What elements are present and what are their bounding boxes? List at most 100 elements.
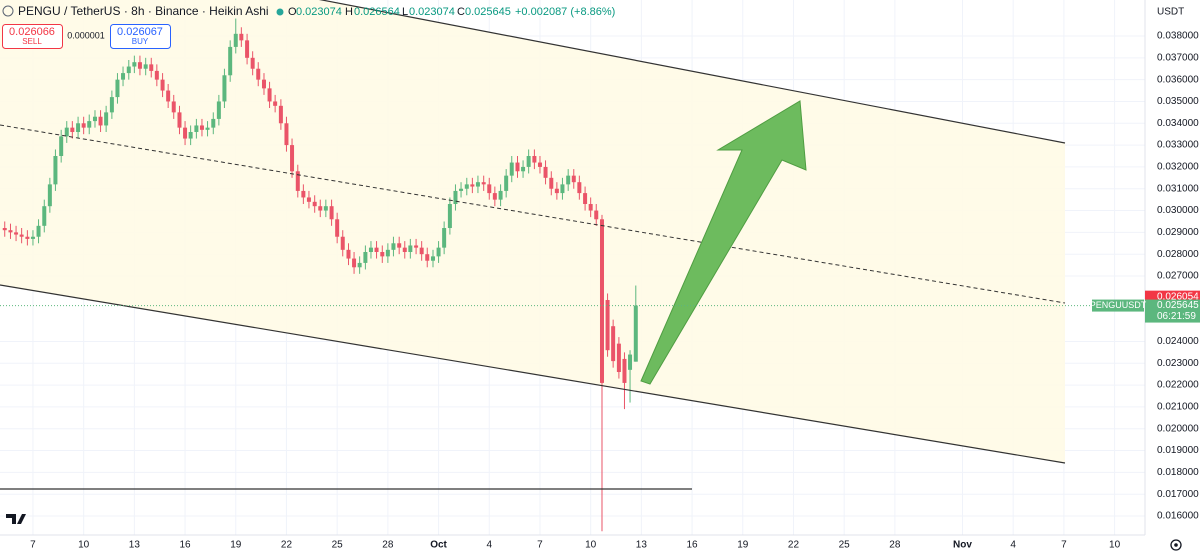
x-tick-label: 4 <box>486 540 492 551</box>
candle-body <box>115 79 120 98</box>
y-tick-label: 0.017000 <box>1157 489 1199 500</box>
candle-body <box>532 156 537 163</box>
candle-body <box>419 247 424 255</box>
candle-body <box>622 358 627 383</box>
candle-body <box>278 105 283 124</box>
candle-body <box>492 193 497 200</box>
candle-body <box>402 247 407 253</box>
candle-body <box>205 127 210 130</box>
candle-body <box>19 234 24 237</box>
sell-button[interactable] <box>2 24 63 49</box>
logo <box>6 514 26 524</box>
candle-body <box>335 219 340 237</box>
candle-body <box>453 190 458 205</box>
candle-body <box>628 354 633 370</box>
candle-body <box>267 88 272 102</box>
candle-body <box>515 162 520 172</box>
candle-body <box>543 166 548 178</box>
candle-body <box>109 97 114 113</box>
candle-body <box>183 127 188 139</box>
candle-body <box>571 175 576 183</box>
candle-body <box>380 252 385 257</box>
candle-body <box>346 249 351 259</box>
candle-body <box>222 75 227 102</box>
status-dot <box>276 8 284 16</box>
candle-body <box>8 230 13 233</box>
x-tick-label: 25 <box>839 540 851 551</box>
candle-body <box>14 232 19 235</box>
candle-body <box>239 33 244 41</box>
candle-body <box>611 326 616 362</box>
candle-body <box>188 132 193 139</box>
candle-body <box>537 162 542 167</box>
candle-body <box>245 40 250 58</box>
price-line-label: 0.026054 <box>1157 291 1199 302</box>
legend-o: O <box>288 6 297 18</box>
x-tick-label: 4 <box>1010 540 1016 551</box>
candle-body <box>391 243 396 250</box>
candle-body <box>425 254 430 261</box>
candle-body <box>408 245 413 253</box>
candle-body <box>594 210 599 220</box>
last-price-box <box>1145 299 1200 323</box>
x-tick-label: 10 <box>585 540 597 551</box>
candle-body <box>616 343 621 373</box>
candle-body <box>357 262 362 268</box>
candle-body <box>526 156 531 167</box>
y-tick-label: 0.022000 <box>1157 380 1199 391</box>
candle-body <box>76 123 81 133</box>
y-tick-label: 0.028000 <box>1157 249 1199 260</box>
candle-body <box>42 206 47 226</box>
settings-icon-center <box>1174 543 1178 547</box>
y-tick-label: 0.020000 <box>1157 423 1199 434</box>
candle-body <box>385 249 390 257</box>
candle-body <box>599 219 604 383</box>
candle-body <box>53 156 58 185</box>
candle-body <box>273 101 278 106</box>
candle-body <box>397 243 402 248</box>
candle-body <box>306 197 311 202</box>
candle-body <box>436 247 441 257</box>
candle-body <box>340 236 345 250</box>
candle-body <box>177 112 182 128</box>
y-tick-label: 0.033000 <box>1157 140 1199 151</box>
candle-body <box>64 127 69 137</box>
y-tick-label: 0.023000 <box>1157 358 1199 369</box>
x-tick-label: 16 <box>687 540 699 551</box>
candle-body <box>481 182 486 185</box>
candle-body <box>199 125 204 130</box>
settings-icon[interactable] <box>1170 539 1182 551</box>
axes: 0.038000 0.037000 0.036000 0.035000 0.034000… <box>30 31 1200 551</box>
channel-mid <box>0 124 1066 304</box>
x-tick-label: 7 <box>30 540 36 551</box>
candle-body <box>250 57 255 69</box>
y-tick-label: 0.024000 <box>1157 336 1199 347</box>
arrow <box>640 100 807 385</box>
candle-body <box>261 79 266 89</box>
x-tick-label: 22 <box>281 540 293 551</box>
x-tick-label: 16 <box>179 540 191 551</box>
x-tick-label: 22 <box>788 540 800 551</box>
buy-label: BUY <box>132 37 149 46</box>
x-tick-label: Oct <box>430 540 447 551</box>
candle-body <box>368 247 373 253</box>
x-tick-label: 10 <box>78 540 90 551</box>
candle-body <box>87 121 92 128</box>
candle-body <box>470 184 475 187</box>
legend-change: +0.002087 (+8.86%) <box>515 6 615 18</box>
candle-body <box>374 247 379 253</box>
countdown: 06:21:59 <box>1157 311 1196 322</box>
legend-c: C <box>457 6 465 18</box>
y-tick-label: 0.038000 <box>1157 31 1199 42</box>
candle-body <box>447 204 452 229</box>
candles <box>2 18 638 532</box>
candle-body <box>312 201 317 207</box>
candle-body <box>498 190 503 200</box>
buy-button[interactable] <box>110 24 171 49</box>
x-tick-label: 28 <box>382 540 394 551</box>
time-axis <box>0 535 1200 555</box>
candle-body <box>459 188 464 191</box>
x-tick-label: 7 <box>1061 540 1067 551</box>
candle-body <box>160 79 165 91</box>
x-tick-label: 13 <box>129 540 141 551</box>
